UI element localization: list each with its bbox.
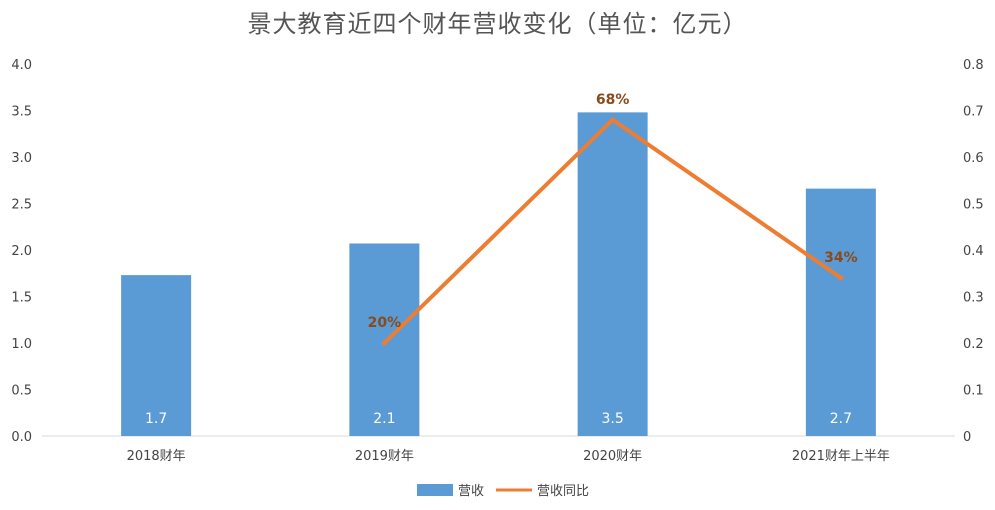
right-y-tick-label: 0.6 xyxy=(963,151,984,166)
bar xyxy=(121,275,192,436)
legend-label-yoy: 营收同比 xyxy=(537,484,589,499)
left-y-tick-label: 1.5 xyxy=(11,291,32,306)
x-category-label: 2020财年 xyxy=(583,449,642,464)
x-category-label: 2021财年上半年 xyxy=(792,449,890,464)
x-category-label: 2018财年 xyxy=(127,449,186,464)
left-y-tick-label: 3.0 xyxy=(11,151,32,166)
right-y-tick-label: 0.7 xyxy=(963,105,984,120)
bar-data-label: 2.1 xyxy=(373,411,395,427)
line-data-label: 68% xyxy=(596,92,630,108)
right-y-tick-label: 0.1 xyxy=(963,384,984,399)
line-point xyxy=(838,275,844,281)
x-axis-categories: 2018财年 2019财年 2020财年 2021财年上半年 xyxy=(127,449,890,464)
left-y-tick-label: 3.5 xyxy=(11,105,32,120)
left-y-tick-label: 4.0 xyxy=(11,58,32,73)
right-y-tick-label: 0.3 xyxy=(963,291,984,306)
line-series-yoy xyxy=(381,117,844,346)
left-y-axis-ticks: 0.0 0.5 1.0 1.5 2.0 2.5 3.0 3.5 4.0 xyxy=(11,58,32,445)
right-y-tick-label: 0.2 xyxy=(963,337,984,352)
left-y-tick-label: 0.5 xyxy=(11,384,32,399)
x-category-label: 2019财年 xyxy=(355,449,414,464)
line-data-labels: 20% 68% 34% xyxy=(368,92,858,331)
bar-data-labels: 1.7 2.1 3.5 2.7 xyxy=(145,411,852,427)
line-point xyxy=(610,117,616,123)
left-y-tick-label: 2.0 xyxy=(11,244,32,259)
line-data-label: 34% xyxy=(824,250,858,266)
legend: 营收 营收同比 xyxy=(417,484,589,499)
bar-data-label: 2.7 xyxy=(830,411,852,427)
left-y-tick-label: 0.0 xyxy=(11,430,32,445)
bar xyxy=(349,243,420,436)
line-point xyxy=(381,340,387,346)
right-y-tick-label: 0.8 xyxy=(963,58,984,73)
legend-swatch-bar xyxy=(417,484,453,496)
legend-label-revenue: 营收 xyxy=(458,484,484,499)
chart-title: 景大教育近四个财年营收变化（单位：亿元） xyxy=(247,10,748,38)
bar xyxy=(805,188,876,436)
left-y-tick-label: 1.0 xyxy=(11,337,32,352)
bar xyxy=(577,112,648,437)
right-y-axis-ticks: 0 0.1 0.2 0.3 0.4 0.5 0.6 0.7 0.8 xyxy=(963,58,984,445)
bar-data-label: 1.7 xyxy=(145,411,167,427)
line-data-label: 20% xyxy=(368,315,402,331)
right-y-tick-label: 0.4 xyxy=(963,244,984,259)
bar-series-revenue xyxy=(121,112,876,437)
right-y-tick-label: 0 xyxy=(963,430,971,445)
right-y-tick-label: 0.5 xyxy=(963,198,984,213)
bar-data-label: 3.5 xyxy=(601,411,623,427)
left-y-tick-label: 2.5 xyxy=(11,198,32,213)
